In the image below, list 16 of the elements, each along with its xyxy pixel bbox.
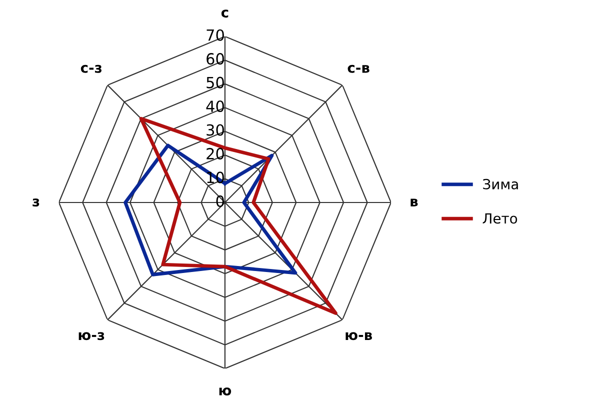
- spoke-label: в: [410, 198, 418, 206]
- spoke-label: с: [221, 10, 228, 18]
- spoke-label: ю-в: [346, 332, 372, 340]
- y-tick-label: 30: [206, 124, 224, 136]
- spoke-label: з: [32, 198, 40, 207]
- y-tick-label: 50: [206, 76, 224, 88]
- y-tick-label: 60: [206, 53, 224, 65]
- y-tick-label: 20: [206, 148, 224, 160]
- spoke-label: ю-з: [78, 332, 104, 340]
- y-tick-label: 70: [206, 29, 224, 41]
- spoke-label: ю: [219, 388, 232, 396]
- spoke-label: с-з: [80, 64, 102, 73]
- legend-label: Зима: [483, 178, 518, 190]
- spoke-label: с-в: [348, 64, 370, 73]
- y-tick-label: 40: [206, 100, 224, 112]
- legend-label: Лето: [482, 213, 518, 224]
